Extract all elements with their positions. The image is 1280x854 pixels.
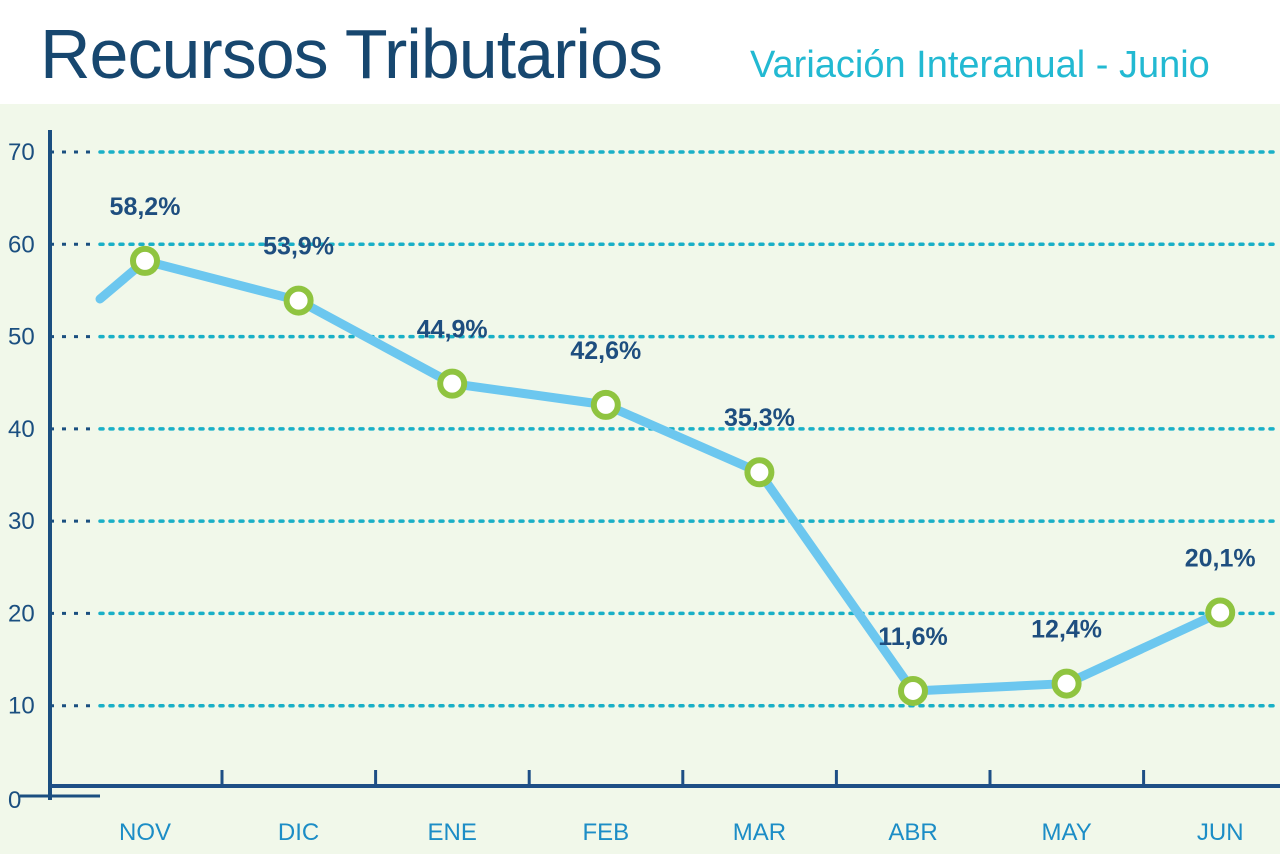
y-tick-label-40: 40 xyxy=(8,416,35,443)
x-tick-label-may: MAY xyxy=(1041,819,1091,846)
data-point-abr xyxy=(898,675,928,706)
y-tick-label-70: 70 xyxy=(8,139,35,166)
axes xyxy=(20,130,1280,800)
data-label-jun: 20,1% xyxy=(1185,545,1256,573)
y-tick-label-0: 0 xyxy=(8,787,21,814)
y-tick-label-20: 20 xyxy=(8,600,35,627)
data-label-abr: 11,6% xyxy=(878,623,948,651)
data-labels: 58,2% 53,9% 44,9% 42,6% 35,3% 11,6% 12,4% 20,1% xyxy=(110,193,1256,651)
data-label-mar: 35,3% xyxy=(724,404,795,432)
x-tick-label-abr: ABR xyxy=(888,819,937,846)
chart-header: Recursos Tributarios Variación Interanua… xyxy=(0,0,1280,104)
chart-title: Recursos Tributarios xyxy=(40,15,663,93)
x-tick-label-ene: ENE xyxy=(428,819,477,846)
data-point-feb xyxy=(590,389,621,420)
data-point-jun xyxy=(1205,597,1236,628)
data-point-may xyxy=(1051,668,1082,699)
x-tick-label-feb: FEB xyxy=(582,819,629,846)
data-label-dic: 53,9% xyxy=(263,233,334,261)
y-tick-label-30: 30 xyxy=(8,508,35,535)
x-tick-label-jun: JUN xyxy=(1197,819,1244,846)
plot-background xyxy=(0,104,1280,854)
x-tick-label-mar: MAR xyxy=(733,819,786,846)
data-label-ene: 44,9% xyxy=(417,316,488,344)
line-chart: 0 10 20 30 40 50 60 70 NOV DIC ENE FEB MAR ABR MAY JUN… xyxy=(0,104,1280,854)
x-axis-ticks: NOV DIC ENE FEB MAR ABR MAY JUN xyxy=(119,819,1244,846)
data-label-may: 12,4% xyxy=(1031,616,1102,644)
data-point-dic xyxy=(283,285,314,316)
data-label-feb: 42,6% xyxy=(570,337,641,365)
y-tick-label-50: 50 xyxy=(8,324,35,351)
data-point-mar xyxy=(744,457,775,488)
data-label-nov: 58,2% xyxy=(110,193,181,221)
chart-subtitle: Variación Interanual - Junio xyxy=(750,44,1210,86)
series-line xyxy=(140,256,1225,696)
data-points xyxy=(130,245,1236,706)
y-tick-label-10: 10 xyxy=(8,693,35,720)
x-tick-label-dic: DIC xyxy=(278,819,319,846)
data-point-nov xyxy=(130,245,160,276)
gridlines xyxy=(98,150,1280,708)
y-tick-label-60: 60 xyxy=(8,231,35,258)
y-axis-ticks: 0 10 20 30 40 50 60 70 xyxy=(8,139,35,814)
x-tick-label-nov: NOV xyxy=(119,819,171,846)
data-point-ene xyxy=(437,368,468,399)
